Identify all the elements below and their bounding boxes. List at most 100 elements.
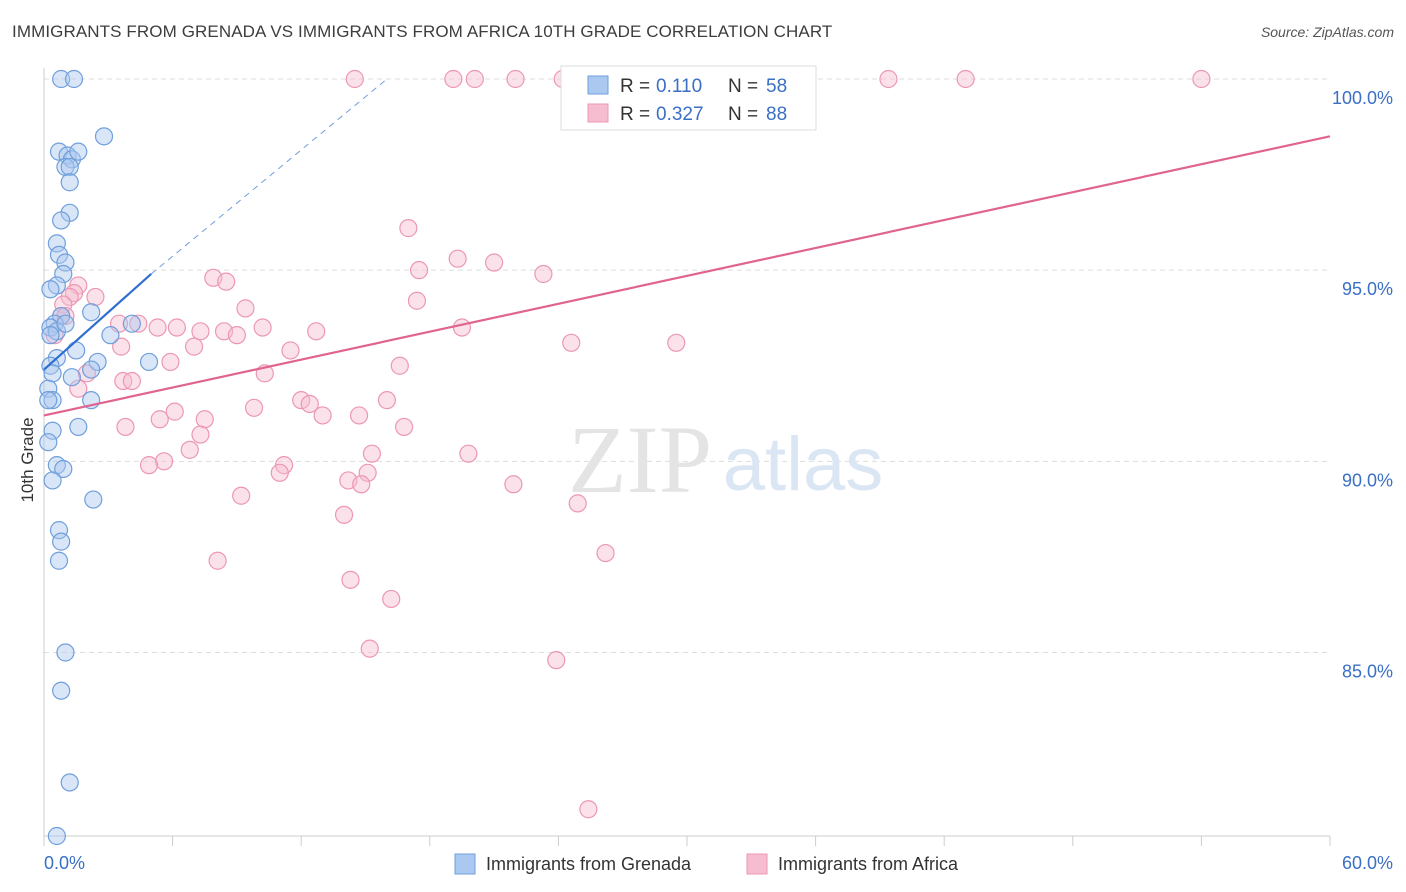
stats-pink-n-label: N = <box>728 104 763 125</box>
grenada-point-34 <box>62 368 81 387</box>
africa-point-29 <box>167 318 186 337</box>
grenada-point-11 <box>52 211 71 230</box>
africa-point-53 <box>165 402 184 421</box>
watermark-atlas: atlas <box>723 422 884 507</box>
grenada-point-23 <box>56 314 75 333</box>
grenada-point-44 <box>43 471 62 490</box>
africa-point-73 <box>568 494 587 513</box>
africa-point-61 <box>180 440 199 459</box>
grenada-point-43 <box>54 459 73 479</box>
africa-point-41 <box>281 341 300 360</box>
africa-point-40 <box>667 333 686 352</box>
grenada-point-15 <box>54 264 73 284</box>
series-grenada-points <box>39 69 159 846</box>
stats-blue-swatch <box>587 75 609 95</box>
africa-point-0 <box>345 69 364 89</box>
grenada-point-17 <box>41 280 60 299</box>
grenada-point-24 <box>41 326 60 345</box>
africa-point-30 <box>191 322 210 341</box>
africa-point-28 <box>148 318 167 337</box>
grenada-point-9 <box>60 173 79 192</box>
africa-point-78 <box>382 589 401 609</box>
grenada-point-33 <box>82 360 101 379</box>
trend-lines <box>43 78 1331 417</box>
watermark: ZIP atlas <box>568 406 883 513</box>
africa-point-13 <box>409 261 429 280</box>
grenada-point-18 <box>82 303 101 322</box>
y-tick-label-1: 95.0% <box>1342 279 1393 299</box>
africa-point-27 <box>129 314 148 333</box>
africa-point-47 <box>122 371 141 391</box>
y-axis-title: 10th Grade <box>18 417 37 502</box>
grenada-point-48 <box>49 551 69 570</box>
axes <box>43 68 1331 846</box>
africa-point-71 <box>504 475 523 494</box>
africa-point-48 <box>69 379 88 398</box>
grenada-trend-extension <box>150 78 388 275</box>
africa-point-63 <box>459 444 478 463</box>
legend-africa-swatch <box>746 853 768 875</box>
grenada-point-46 <box>49 521 69 540</box>
stats-blue-n-label: N = <box>728 76 763 97</box>
africa-point-52 <box>244 398 264 417</box>
africa-point-12 <box>485 253 504 272</box>
y-tick-label-2: 90.0% <box>1342 470 1393 490</box>
tick-labels: 100.0% 95.0% 90.0% 85.0% 0.0% 60.0% <box>44 88 1393 873</box>
africa-point-10 <box>399 219 418 238</box>
africa-point-8 <box>956 69 975 89</box>
legend-grenada-label: Immigrants from Grenada <box>486 854 692 874</box>
y-tick-label-0: 100.0% <box>1332 88 1393 108</box>
africa-point-75 <box>596 543 615 563</box>
grenada-point-25 <box>122 314 141 333</box>
africa-point-68 <box>358 463 377 482</box>
africa-point-65 <box>139 456 159 475</box>
africa-point-16 <box>217 272 236 291</box>
grenada-point-37 <box>39 391 58 410</box>
africa-point-58 <box>116 417 135 437</box>
africa-point-77 <box>341 570 360 589</box>
africa-point-79 <box>360 639 379 658</box>
africa-point-57 <box>195 410 214 429</box>
africa-point-64 <box>154 452 174 471</box>
africa-point-3 <box>506 69 525 89</box>
grenada-point-12 <box>47 234 66 253</box>
africa-point-38 <box>452 318 472 337</box>
africa-point-11 <box>448 249 467 268</box>
grenada-point-2 <box>94 127 114 146</box>
grenada-point-30 <box>139 352 159 372</box>
africa-point-2 <box>465 69 484 89</box>
africa-point-74 <box>334 505 354 524</box>
grenada-point-0 <box>52 69 71 89</box>
series-africa-points <box>45 69 1211 819</box>
grenada-point-27 <box>67 341 86 360</box>
stats-blue-r-value: 0.110 <box>656 76 702 97</box>
grenada-trend-line <box>43 273 152 371</box>
grenada-point-26 <box>101 326 120 345</box>
africa-point-70 <box>352 475 371 494</box>
grenada-point-6 <box>69 142 88 161</box>
africa-point-32 <box>253 318 272 337</box>
africa-point-80 <box>547 651 566 670</box>
africa-point-34 <box>227 326 246 345</box>
africa-point-55 <box>349 406 369 425</box>
africa-point-37 <box>184 337 204 356</box>
grenada-point-36 <box>43 391 62 410</box>
africa-point-33 <box>307 322 326 341</box>
grenada-point-51 <box>60 773 79 792</box>
watermark-zip: ZIP <box>568 406 712 513</box>
stats-pink-r-value: 0.327 <box>656 104 704 125</box>
africa-point-21 <box>54 295 73 314</box>
legend-africa-label: Immigrants from Africa <box>778 854 959 874</box>
grenada-point-39 <box>69 417 88 437</box>
source-label: Source: ZipAtlas.com <box>1260 24 1394 40</box>
africa-point-42 <box>161 352 180 372</box>
africa-trend-line <box>43 135 1331 417</box>
africa-point-67 <box>270 463 289 482</box>
africa-point-19 <box>86 287 105 307</box>
grenada-point-52 <box>47 826 66 846</box>
africa-point-43 <box>390 356 409 375</box>
bottom-legend: Immigrants from Grenada Immigrants from … <box>454 853 959 875</box>
stats-pink-n-value: 88 <box>766 104 787 125</box>
africa-point-22 <box>407 291 427 310</box>
